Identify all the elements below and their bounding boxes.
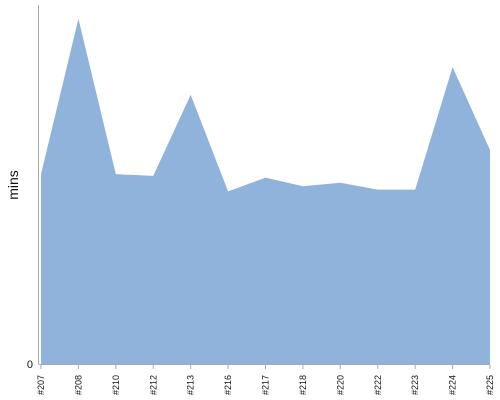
x-tick-label: #212 [148, 375, 158, 395]
x-tick-label: #207 [36, 375, 46, 395]
y-axis-ticks: 0 [27, 359, 33, 371]
x-tick-label: #225 [485, 375, 495, 395]
plot-area [41, 18, 490, 365]
x-tick-label: #208 [73, 375, 83, 395]
x-tick-label: #224 [448, 375, 458, 395]
y-tick-label: 0 [27, 359, 33, 371]
y-axis-title: mins [5, 170, 21, 200]
x-tick-label: #218 [298, 375, 308, 395]
x-tick-label: #220 [335, 375, 345, 395]
x-tick-label: #223 [410, 375, 420, 395]
x-tick-label: #217 [261, 375, 271, 395]
x-tick-label: #222 [373, 375, 383, 395]
x-tick-label: #216 [223, 375, 233, 395]
x-tick-label: #213 [186, 375, 196, 395]
x-tick-label: #210 [111, 375, 121, 395]
series-area [41, 18, 490, 365]
x-axis-ticks: #207 #208 #210 #212 #213 #216 #217 #218 #220 #222… [36, 364, 495, 395]
